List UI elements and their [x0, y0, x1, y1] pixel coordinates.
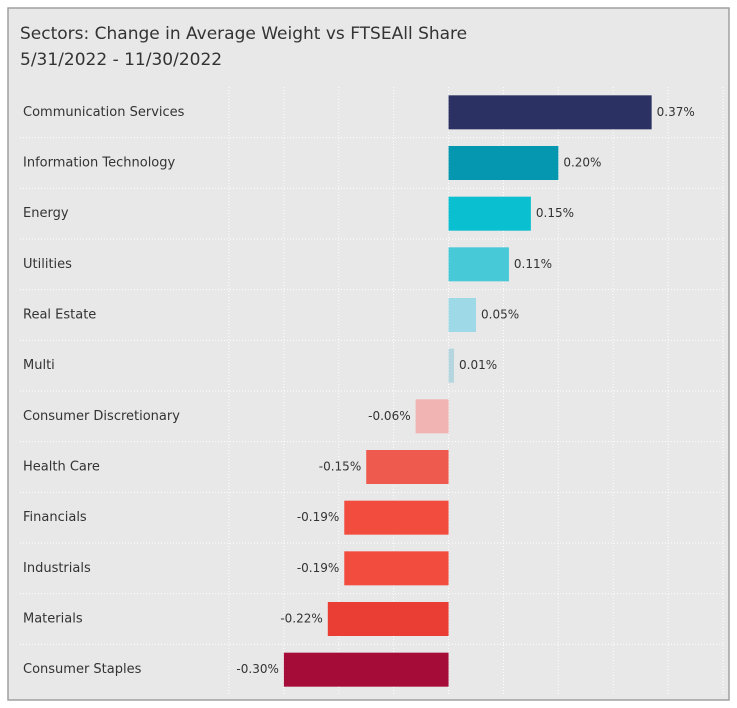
value-label: -0.15% — [319, 460, 361, 474]
value-label: -0.06% — [368, 409, 410, 423]
value-label: -0.22% — [280, 612, 322, 626]
chart-subtitle: 5/31/2022 - 11/30/2022 — [20, 50, 222, 70]
value-label: -0.19% — [297, 561, 339, 575]
value-label: 0.05% — [481, 308, 519, 322]
bar — [366, 450, 449, 484]
bar — [415, 399, 449, 434]
bar — [448, 348, 455, 383]
value-label: -0.30% — [236, 662, 278, 676]
value-label: 0.15% — [536, 206, 574, 220]
bar — [448, 298, 476, 332]
bar — [327, 602, 449, 636]
category-label: Utilities — [23, 257, 72, 272]
value-label: 0.20% — [563, 156, 601, 170]
bar — [344, 500, 449, 535]
value-label: -0.19% — [297, 510, 339, 524]
bar — [448, 196, 531, 231]
category-label: Industrials — [23, 561, 91, 576]
bar — [344, 551, 449, 586]
category-label: Multi — [23, 358, 55, 373]
chart-title: Sectors: Change in Average Weight vs FTS… — [20, 24, 467, 44]
category-label: Health Care — [23, 460, 100, 475]
category-label: Communication Services — [23, 105, 185, 120]
bar — [448, 247, 509, 282]
bar — [283, 652, 449, 687]
category-label: Financials — [23, 510, 87, 525]
category-label: Real Estate — [23, 308, 96, 323]
value-label: 0.01% — [459, 358, 497, 372]
value-label: 0.11% — [514, 257, 552, 271]
category-label: Materials — [23, 612, 83, 627]
value-label: 0.37% — [657, 105, 695, 119]
bar — [448, 95, 652, 130]
category-label: Consumer Staples — [23, 662, 142, 677]
category-label: Information Technology — [23, 156, 176, 171]
bar — [448, 146, 559, 180]
category-label: Energy — [23, 206, 69, 221]
category-label: Consumer Discretionary — [23, 409, 180, 424]
